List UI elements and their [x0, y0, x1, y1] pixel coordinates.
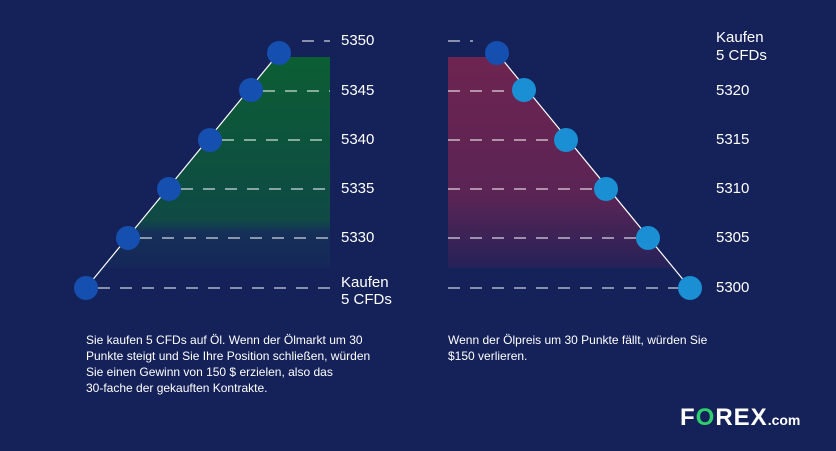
- price-label: 5350: [341, 32, 374, 49]
- marker-label: Kaufen: [341, 274, 389, 291]
- price-dot: [116, 226, 140, 250]
- caption-line: Sie kaufen 5 CFDs auf Öl. Wenn der Ölmar…: [86, 333, 363, 347]
- marker-label: 5 CFDs: [341, 291, 392, 308]
- price-dot: [554, 128, 578, 152]
- marker-label: 5 CFDs: [716, 47, 767, 64]
- price-dot: [512, 78, 536, 102]
- caption-line: Wenn der Ölpreis um 30 Punkte fällt, wür…: [448, 333, 708, 347]
- caption-line: Punkte steigt und Sie Ihre Position schl…: [86, 349, 371, 363]
- marker-label: Kaufen: [716, 29, 764, 46]
- price-label: 5340: [341, 131, 374, 148]
- price-label: 5330: [341, 229, 374, 246]
- price-dot: [678, 276, 702, 300]
- caption-line: Sie einen Gewinn von 150 $ erzielen, als…: [86, 365, 333, 379]
- price-label: 5315: [716, 131, 749, 148]
- price-label: 5345: [341, 82, 374, 99]
- price-dot: [594, 177, 618, 201]
- price-label: 5320: [716, 82, 749, 99]
- logo-part: F: [680, 404, 696, 431]
- price-dot: [74, 276, 98, 300]
- price-dot: [636, 226, 660, 250]
- price-label: 5310: [716, 180, 749, 197]
- logo-suffix: .com: [767, 412, 801, 428]
- caption-line: 30-fache der gekauften Kontrakte.: [86, 381, 268, 395]
- gain-area: [86, 57, 330, 290]
- logo-part: O: [695, 404, 716, 431]
- caption: Wenn der Ölpreis um 30 Punkte fällt, wür…: [448, 332, 707, 364]
- price-dot: [157, 177, 181, 201]
- caption: Sie kaufen 5 CFDs auf Öl. Wenn der Ölmar…: [86, 332, 370, 396]
- loss-area: [448, 57, 690, 290]
- logo-part: REX: [715, 404, 768, 431]
- price-label: 5305: [716, 229, 749, 246]
- price-dot: [198, 128, 222, 152]
- caption-line: $150 verlieren.: [448, 349, 528, 363]
- price-dot: [239, 78, 263, 102]
- price-label: 5335: [341, 180, 374, 197]
- price-label: 5300: [716, 279, 749, 296]
- price-dot: [485, 41, 509, 65]
- price-dot: [267, 41, 291, 65]
- logo: FOREX.com: [680, 404, 800, 432]
